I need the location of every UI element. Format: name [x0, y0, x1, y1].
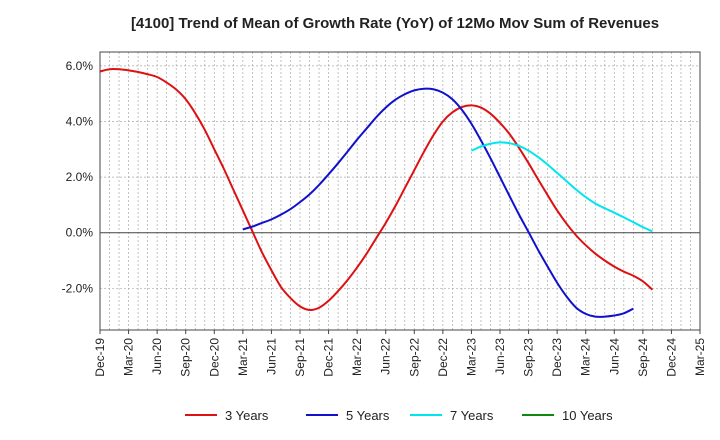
x-tick-label: Dec-24: [664, 338, 678, 377]
chart-title: [4100] Trend of Mean of Growth Rate (YoY…: [131, 15, 659, 32]
x-tick-label: Jun-21: [264, 338, 278, 375]
x-tick-label: Sep-21: [293, 338, 307, 377]
x-tick-label: Sep-24: [636, 338, 650, 377]
x-tick-label: Jun-24: [607, 338, 621, 375]
x-tick-label: Sep-23: [522, 338, 536, 377]
x-tick-label: Mar-23: [464, 338, 478, 376]
x-tick-label: Mar-20: [122, 338, 136, 376]
x-tick-label: Sep-20: [179, 338, 193, 377]
legend-label-5-years: 5 Years: [346, 408, 390, 423]
legend: 3 Years 5 Years 7 Years 10 Years: [185, 408, 613, 423]
series-layer: [99, 68, 654, 318]
y-tick-label: 0.0%: [66, 226, 94, 240]
grid-layer: [99, 52, 701, 330]
y-tick-label: 4.0%: [66, 115, 94, 129]
legend-label-7-years: 7 Years: [450, 408, 494, 423]
x-tick-label: Dec-19: [93, 338, 107, 377]
x-tick-label: Mar-25: [693, 338, 707, 376]
series-line-5-years: [242, 87, 634, 318]
x-tick-label: Sep-22: [407, 338, 421, 377]
series-line-7-years: [471, 141, 653, 233]
axis-layer: -2.0% 0.0% 2.0% 4.0% 6.0% Dec-19 Mar-20 Jun-20 S…: [62, 51, 707, 377]
y-tick-label: -2.0%: [62, 281, 94, 295]
x-tick-label: Dec-21: [322, 338, 336, 377]
y-tick-label: 6.0%: [66, 59, 94, 73]
x-tick-label: Jun-23: [493, 338, 507, 375]
x-tick-label: Dec-22: [436, 338, 450, 377]
plot-frame: [99, 51, 701, 331]
x-tick-label: Dec-23: [550, 338, 564, 377]
series-line-3-years: [99, 68, 654, 312]
x-tick-label: Jun-20: [150, 338, 164, 375]
x-tick-label: Mar-21: [236, 338, 250, 376]
legend-label-3-years: 3 Years: [225, 408, 269, 423]
x-tick-label: Mar-22: [350, 338, 364, 376]
x-tick-label: Mar-24: [579, 338, 593, 376]
legend-label-10-years: 10 Years: [562, 408, 613, 423]
y-tick-label: 2.0%: [66, 170, 94, 184]
x-tick-label: Jun-22: [379, 338, 393, 375]
x-tick-label: Dec-20: [207, 338, 221, 377]
